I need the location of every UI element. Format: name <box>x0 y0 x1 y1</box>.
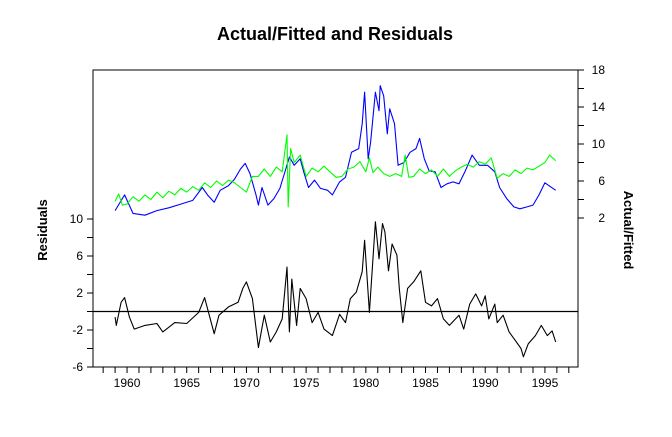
x-tick-label: 1965 <box>173 376 200 390</box>
residual-series-line <box>114 221 557 358</box>
right-tick-label: 18 <box>592 63 606 77</box>
right-tick-label: 6 <box>598 174 605 188</box>
x-tick-label: 1960 <box>114 376 141 390</box>
right-tick-label: 2 <box>598 211 605 225</box>
left-axis-label: Residuals <box>35 199 50 260</box>
x-tick-label: 1970 <box>233 376 260 390</box>
right-axis-label: Actual/Fitted <box>621 191 636 270</box>
fitted-series-line <box>114 134 557 208</box>
right-tick-label: 10 <box>592 137 606 151</box>
left-tick-label: 10 <box>70 212 84 226</box>
x-tick-label: 1985 <box>412 376 439 390</box>
left-tick-label: -6 <box>72 360 83 374</box>
actual-series-line <box>114 85 557 216</box>
chart-title: Actual/Fitted and Residuals <box>217 24 453 44</box>
left-tick-label: 2 <box>76 286 83 300</box>
left-tick-label: 6 <box>76 249 83 263</box>
x-tick-label: 1995 <box>532 376 559 390</box>
right-tick-label: 14 <box>592 100 606 114</box>
x-tick-label: 1980 <box>352 376 379 390</box>
x-tick-label: 1990 <box>472 376 499 390</box>
left-tick-label: -2 <box>72 323 83 337</box>
x-tick-label: 1975 <box>293 376 320 390</box>
